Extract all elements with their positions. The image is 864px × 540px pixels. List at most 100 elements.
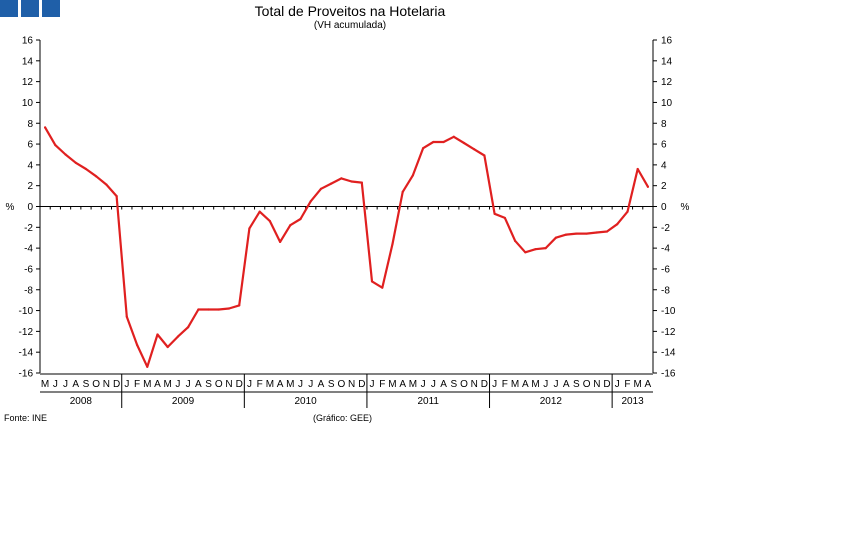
y-tick-label-left: -4	[24, 244, 33, 255]
month-tick-label: A	[154, 379, 161, 390]
chart-subtitle: (VH acumulada)	[313, 20, 387, 31]
y-tick-label-right: -2	[661, 223, 670, 234]
data-point	[207, 308, 210, 311]
year-label: 2009	[172, 396, 195, 407]
data-point	[575, 232, 578, 235]
month-tick-label: M	[143, 379, 151, 390]
data-point	[554, 236, 558, 239]
month-tick-label: J	[53, 379, 58, 390]
data-point	[105, 183, 108, 186]
month-tick-label: J	[543, 379, 548, 390]
y-tick-label-left: -2	[24, 223, 33, 234]
data-point	[289, 224, 292, 227]
data-point	[483, 154, 486, 157]
month-tick-label: N	[593, 379, 600, 390]
data-point	[135, 343, 139, 347]
month-tick-label: O	[338, 379, 346, 390]
data-point	[166, 345, 169, 349]
y-tick-label-left: -10	[19, 306, 34, 317]
y-tick-label-right: 16	[661, 36, 673, 47]
data-point	[605, 230, 609, 233]
y-tick-label-right: -16	[661, 369, 676, 380]
y-tick-label-left: -16	[19, 369, 34, 380]
data-point	[95, 175, 98, 178]
data-point	[299, 217, 302, 221]
month-tick-label: F	[624, 379, 630, 390]
year-label: 2013	[621, 396, 644, 407]
month-tick-label: A	[645, 379, 652, 390]
month-tick-label: A	[399, 379, 406, 390]
data-point	[176, 335, 180, 338]
chart-title: Total de Proveitos na Hotelaria	[254, 3, 446, 19]
month-tick-label: N	[225, 379, 232, 390]
data-point	[44, 126, 47, 129]
data-point	[330, 182, 333, 185]
month-tick-label: N	[471, 379, 478, 390]
data-point	[268, 219, 271, 223]
month-tick-label: N	[348, 379, 355, 390]
logo-square-1	[0, 0, 18, 17]
y-tick-label-left: 16	[22, 36, 34, 47]
month-tick-label: M	[409, 379, 417, 390]
y-tick-label-right: -8	[661, 285, 670, 296]
data-point	[197, 308, 200, 311]
y-tick-label-left: 12	[22, 77, 34, 88]
data-point	[462, 141, 466, 145]
credit-note: (Gráfico: GEE)	[313, 413, 373, 423]
data-point	[187, 326, 190, 329]
month-tick-label: J	[492, 379, 497, 390]
logo	[0, 0, 60, 17]
month-tick-label: F	[257, 379, 263, 390]
month-tick-label: M	[41, 379, 49, 390]
y-tick-label-right: 10	[661, 98, 673, 109]
data-point	[54, 144, 57, 147]
month-tick-label: J	[370, 379, 375, 390]
month-tick-label: M	[388, 379, 396, 390]
month-tick-label: J	[186, 379, 191, 390]
month-tick-label: O	[460, 379, 468, 390]
data-point	[74, 161, 77, 164]
data-point	[391, 242, 394, 246]
month-tick-label: S	[328, 379, 335, 390]
month-tick-label: A	[195, 379, 202, 390]
month-tick-label: J	[175, 379, 180, 390]
month-tick-label: S	[83, 379, 90, 390]
data-point	[565, 233, 568, 236]
y-tick-label-right: -4	[661, 244, 670, 255]
y-tick-label-left: -12	[19, 327, 34, 338]
data-point	[146, 365, 149, 368]
month-tick-label: D	[481, 379, 488, 390]
month-tick-label: J	[247, 379, 252, 390]
y-tick-label-left: -6	[24, 264, 33, 275]
y-tick-label-right: 8	[661, 119, 667, 130]
data-point	[411, 174, 415, 177]
year-label: 2008	[70, 396, 93, 407]
month-tick-label: M	[286, 379, 294, 390]
data-point	[340, 177, 343, 180]
month-tick-label: M	[511, 379, 519, 390]
month-tick-label: M	[266, 379, 274, 390]
month-tick-label: A	[522, 379, 529, 390]
y-tick-label-right: -10	[661, 306, 676, 317]
y-tick-label-right: -6	[661, 264, 670, 275]
series-line	[43, 126, 650, 368]
month-tick-label: A	[72, 379, 79, 390]
data-point	[524, 251, 527, 254]
y-tick-label-left: -14	[19, 348, 34, 359]
data-point	[278, 240, 282, 243]
year-label: 2010	[295, 396, 318, 407]
y-tick-label-left: 6	[27, 140, 33, 151]
data-point	[319, 187, 323, 190]
y-tick-label-left: 2	[27, 181, 33, 192]
y-unit-right: %	[681, 202, 690, 213]
month-tick-label: O	[92, 379, 100, 390]
month-tick-label: A	[563, 379, 570, 390]
y-tick-label-right: 12	[661, 77, 673, 88]
month-tick-label: N	[103, 379, 110, 390]
month-tick-label: A	[277, 379, 284, 390]
month-tick-label: O	[583, 379, 591, 390]
data-point	[544, 247, 547, 250]
y-tick-label-left: -8	[24, 285, 33, 296]
month-tick-label: M	[634, 379, 642, 390]
y-tick-label-right: -14	[661, 348, 676, 359]
